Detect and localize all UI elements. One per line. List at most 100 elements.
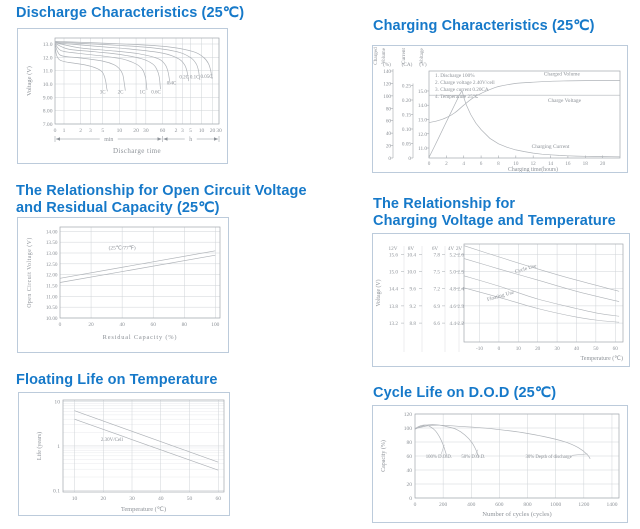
svg-text:2: 2 [175, 128, 178, 134]
charging-chart-svg: Charged Volume(%)020406080100120140Curren… [373, 47, 621, 173]
svg-text:11.50: 11.50 [46, 284, 58, 290]
svg-text:3. Charge current 0.20CA: 3. Charge current 0.20CA [435, 87, 489, 93]
svg-text:18: 18 [583, 161, 589, 167]
svg-text:60: 60 [151, 322, 157, 328]
svg-text:2.5: 2.5 [458, 270, 465, 276]
svg-text:Life (years): Life (years) [36, 432, 43, 460]
svg-text:7.5: 7.5 [434, 270, 441, 276]
svg-text:40: 40 [407, 468, 413, 474]
svg-text:11.0: 11.0 [418, 146, 427, 152]
svg-text:14: 14 [548, 161, 554, 167]
svg-text:Residual Capacity (%): Residual Capacity (%) [103, 334, 178, 341]
svg-text:6.9: 6.9 [434, 304, 441, 310]
svg-text:Charged Volume: Charged Volume [544, 71, 581, 77]
svg-text:9.00: 9.00 [43, 95, 53, 101]
svg-text:11.0: 11.0 [43, 69, 53, 75]
svg-text:0.05C: 0.05C [200, 75, 213, 80]
svg-text:Charging time(hours): Charging time(hours) [508, 166, 558, 172]
svg-text:Charge Voltage: Charge Voltage [548, 98, 582, 104]
svg-text:10.50: 10.50 [46, 305, 58, 311]
svg-text:0.6C: 0.6C [151, 91, 161, 96]
svg-text:6: 6 [480, 161, 483, 167]
svg-text:30: 30 [216, 128, 222, 134]
svg-text:3C: 3C [100, 91, 107, 96]
svg-text:4. Temperature 25℃: 4. Temperature 25℃ [435, 94, 479, 100]
charging-chart-title: Charging Characteristics (25℃) [373, 18, 595, 35]
svg-text:2.6: 2.6 [458, 252, 465, 258]
svg-text:Current: Current [401, 48, 407, 64]
ocv-chart-title: The Relationship for Open Circuit Voltag… [16, 183, 307, 217]
svg-text:0.1: 0.1 [53, 488, 60, 494]
svg-text:80: 80 [386, 106, 392, 112]
cycle-life-dod-chart: 0 20 40 60 80 100 120 0 200 400 600 800 1000 1200 1400… [372, 405, 628, 523]
svg-text:8: 8 [497, 161, 500, 167]
svg-text:13.00: 13.00 [46, 251, 58, 257]
svg-text:20: 20 [600, 161, 606, 167]
svg-text:0: 0 [498, 346, 501, 352]
svg-text:Charged: Charged [373, 47, 379, 65]
charging-characteristics-chart: Charged Volume (%) 0 20 40 60 80 100 120 140 Curren… [372, 45, 628, 173]
discharge-characteristics-chart: 13.0 12.0 11.0 10.0 9.00 8.00 7.00 Voltage (V) 0… [17, 28, 228, 164]
svg-text:0.4C: 0.4C [167, 82, 177, 87]
svg-text:min: min [104, 137, 113, 143]
svg-text:-10: -10 [476, 346, 483, 352]
title-line: Floating Life on Temperature [16, 372, 218, 388]
svg-text:2.4: 2.4 [458, 287, 465, 293]
svg-text:1C: 1C [139, 91, 146, 96]
svg-text:0.15: 0.15 [402, 113, 411, 119]
float-life-chart-title: Floating Life on Temperature [16, 372, 218, 389]
svg-text:0: 0 [428, 161, 431, 167]
svg-text:1000: 1000 [550, 502, 561, 508]
svg-text:8.8: 8.8 [410, 321, 417, 327]
svg-text:16: 16 [565, 161, 571, 167]
svg-text:5: 5 [189, 128, 192, 134]
svg-text:40: 40 [574, 346, 580, 352]
title-line: Charging Characteristics (25℃) [373, 18, 595, 34]
svg-text:Number of cycles (cycles): Number of cycles (cycles) [482, 511, 551, 518]
svg-text:80: 80 [407, 440, 413, 446]
svg-text:Capacity (%): Capacity (%) [380, 440, 387, 472]
svg-text:30% Depth of discharge: 30% Depth of discharge [525, 455, 571, 460]
svg-text:40: 40 [386, 131, 392, 137]
svg-text:0.20: 0.20 [402, 98, 411, 104]
svg-text:5.0: 5.0 [450, 270, 457, 276]
svg-text:0: 0 [59, 322, 62, 328]
svg-text:2.30V/Cell: 2.30V/Cell [101, 438, 124, 443]
svg-text:Voltage (V): Voltage (V) [26, 66, 33, 96]
svg-text:12: 12 [531, 161, 537, 167]
svg-text:0.2C: 0.2C [179, 76, 189, 81]
svg-text:0: 0 [54, 128, 57, 134]
floating-life-temperature-chart: 10 1 0.1 10 20 30 40 50 60 Life (years) Temperatur… [18, 392, 230, 516]
svg-text:7.00: 7.00 [43, 122, 53, 128]
svg-text:100: 100 [211, 322, 219, 328]
svg-text:7.2: 7.2 [434, 287, 441, 293]
svg-text:14.4: 14.4 [389, 287, 398, 293]
svg-text:100: 100 [383, 94, 391, 100]
svg-text:3: 3 [181, 128, 184, 134]
svg-text:100: 100 [404, 426, 413, 432]
svg-text:100% D.O.D.: 100% D.O.D. [426, 455, 452, 460]
svg-text:0: 0 [388, 156, 391, 162]
svg-text:h: h [189, 137, 192, 143]
svg-text:10.4: 10.4 [407, 252, 416, 258]
svg-text:(25℃/77℉): (25℃/77℉) [109, 244, 136, 251]
svg-text:200: 200 [439, 502, 448, 508]
discharge-chart-title: Discharge Characteristics (25℃) [16, 5, 244, 22]
svg-text:800: 800 [523, 502, 532, 508]
svg-text:13.0: 13.0 [418, 117, 427, 123]
title-line: Charging Voltage and Temperature [373, 213, 616, 229]
svg-text:600: 600 [495, 502, 504, 508]
svg-text:4V: 4V [448, 246, 455, 252]
svg-text:13.50: 13.50 [46, 240, 58, 246]
svg-text:15.0: 15.0 [389, 270, 398, 276]
svg-text:11.00: 11.00 [46, 294, 58, 300]
svg-text:2.2: 2.2 [458, 321, 465, 327]
svg-text:10.00: 10.00 [46, 316, 58, 322]
svg-text:4: 4 [462, 161, 465, 167]
svg-text:20: 20 [407, 482, 413, 488]
svg-text:2.3: 2.3 [458, 304, 465, 310]
svg-text:14.00: 14.00 [46, 229, 58, 235]
